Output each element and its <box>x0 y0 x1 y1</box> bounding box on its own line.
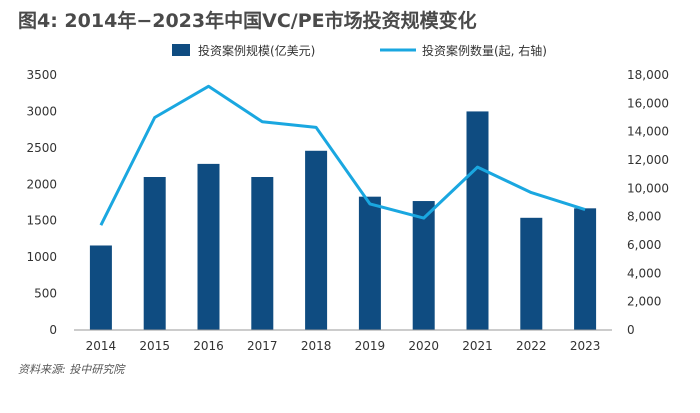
x-tick-label: 2016 <box>193 339 224 353</box>
chart-source: 资料来源: 投中研究院 <box>18 363 126 376</box>
left-tick-label: 500 <box>34 287 57 301</box>
bar <box>520 217 543 330</box>
right-tick-label: 6,000 <box>627 238 661 252</box>
chart-title: 图4: 2014年−2023年中国VC/PE市场投资规模变化 <box>18 9 477 32</box>
x-tick-label: 2018 <box>301 339 332 353</box>
x-tick-label: 2021 <box>462 339 493 353</box>
bar <box>143 177 166 330</box>
right-tick-label: 0 <box>627 323 635 337</box>
bar <box>358 196 381 330</box>
right-tick-label: 18,000 <box>627 68 669 82</box>
bar <box>197 163 220 330</box>
right-axis: 0 2,000 4,000 6,000 8,000 10,000 12,000 14,000 1… <box>627 68 669 337</box>
right-tick-label: 10,000 <box>627 181 669 195</box>
bar <box>251 177 274 330</box>
bar <box>574 208 597 330</box>
right-tick-label: 12,000 <box>627 153 669 167</box>
left-tick-label: 1500 <box>26 214 57 228</box>
bar <box>466 111 489 330</box>
x-axis-labels: 2014 2015 2016 2017 2018 2019 2020 2021 2022 2023 <box>86 339 601 353</box>
x-tick-label: 2017 <box>247 339 278 353</box>
bar <box>412 201 435 330</box>
x-tick-label: 2014 <box>86 339 117 353</box>
right-tick-label: 16,000 <box>627 96 669 110</box>
chart-legend: 投资案例规模(亿美元) 投资案例数量(起, 右轴) <box>172 43 547 58</box>
left-tick-label: 1000 <box>26 250 57 264</box>
legend-swatch-bar <box>172 44 190 56</box>
legend-label-bar: 投资案例规模(亿美元) <box>198 43 315 58</box>
left-axis: 0 500 1000 1500 2000 2500 3000 3500 <box>26 68 57 337</box>
bar <box>89 245 112 330</box>
x-tick-label: 2019 <box>355 339 386 353</box>
x-tick-label: 2020 <box>408 339 439 353</box>
bar <box>305 150 328 330</box>
left-tick-label: 3500 <box>26 68 57 82</box>
left-tick-label: 2500 <box>26 141 57 155</box>
legend-label-line: 投资案例数量(起, 右轴) <box>422 43 547 58</box>
x-tick-label: 2022 <box>516 339 547 353</box>
left-tick-label: 3000 <box>26 104 57 118</box>
x-tick-label: 2023 <box>570 339 601 353</box>
left-tick-label: 0 <box>49 323 57 337</box>
right-tick-label: 2,000 <box>627 295 661 309</box>
right-tick-label: 14,000 <box>627 125 669 139</box>
left-tick-label: 2000 <box>26 177 57 191</box>
x-tick-label: 2015 <box>139 339 170 353</box>
line-series <box>99 84 586 226</box>
right-tick-label: 8,000 <box>627 210 661 224</box>
right-tick-label: 4,000 <box>627 266 661 280</box>
bar-series <box>89 111 597 330</box>
